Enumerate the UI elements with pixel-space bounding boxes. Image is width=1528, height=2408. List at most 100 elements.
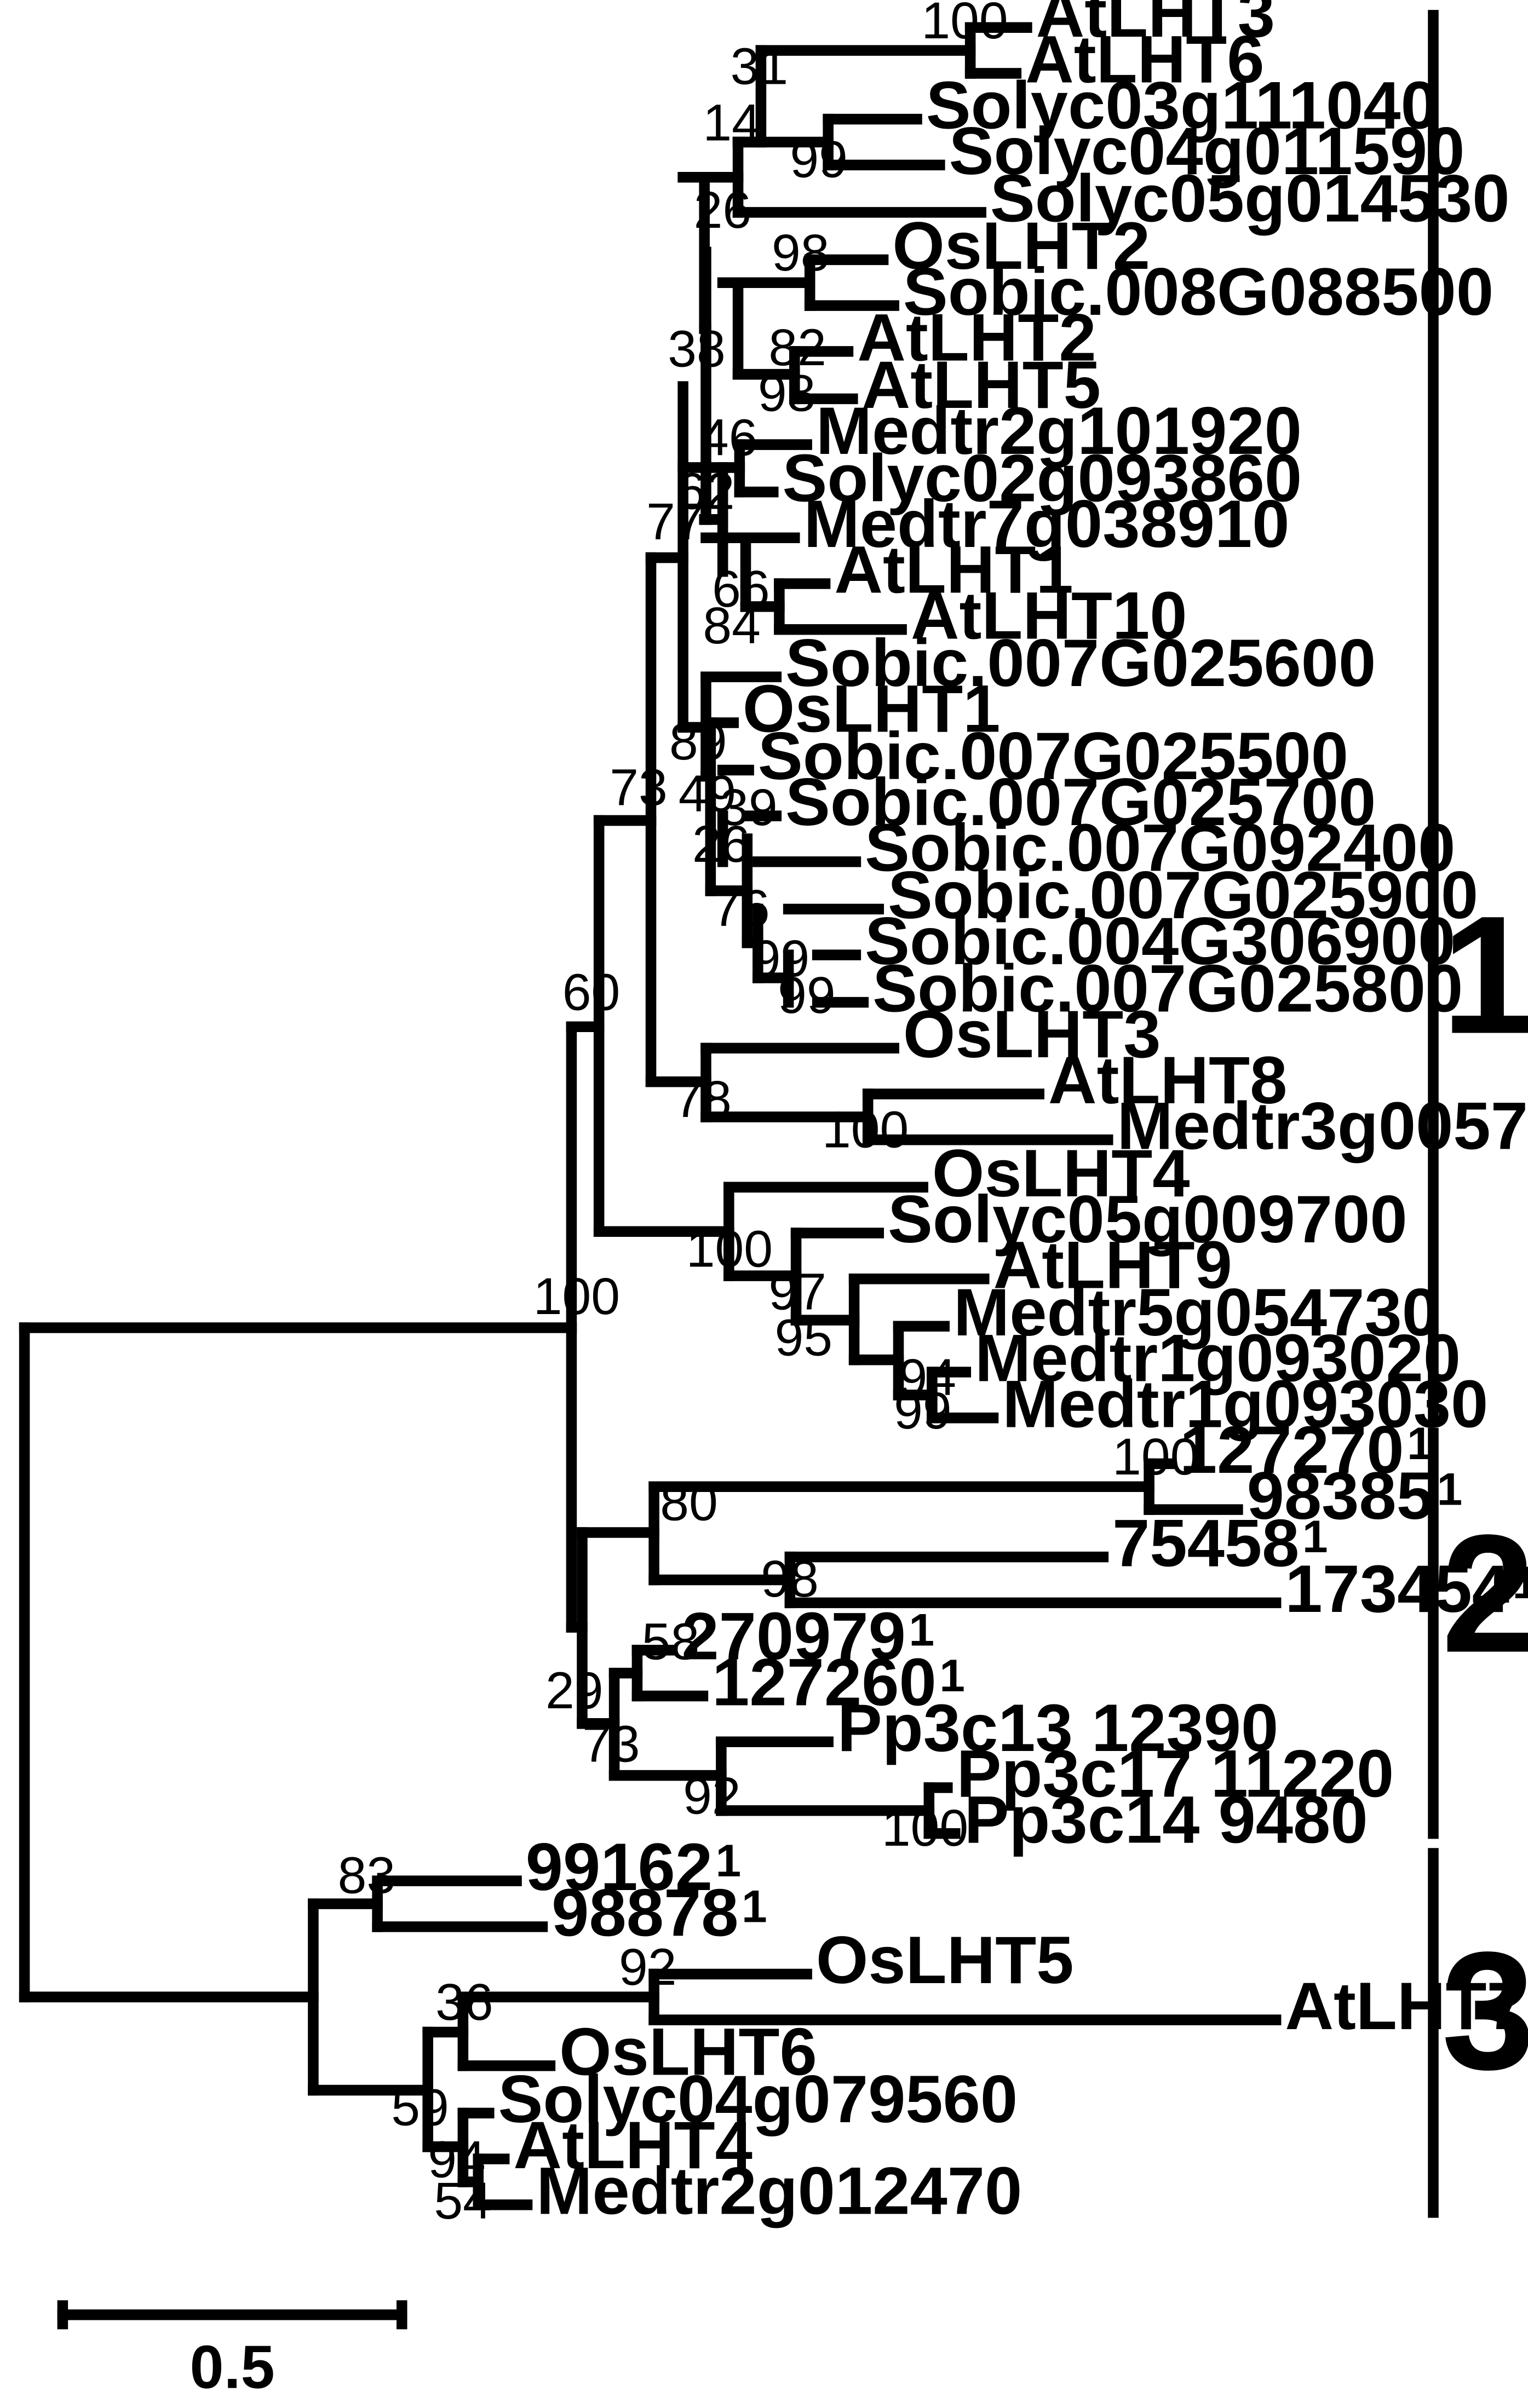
taxon-label: AtLHT1 [834,533,1073,608]
taxon-superscript: 1 [1437,1464,1463,1515]
clade-label: 3 [1441,1917,1528,2105]
taxon-label: AtLHT9 [993,1228,1232,1303]
bootstrap-value: 76 [712,879,770,937]
taxon-label: OsLHT2 [892,209,1150,284]
taxon-label: 127260 1 [712,1645,965,1720]
bootstrap-value: 59 [391,2079,449,2137]
taxon-label: OsLHT1 [743,672,1001,747]
taxon-label: OsLHT3 [903,997,1161,1072]
bootstrap-value: 29 [545,1662,604,1720]
bootstrap-value: 94 [428,2131,486,2189]
bootstrap-value: 97 [768,1263,826,1321]
taxon-label: Solyc04g011590 [949,114,1465,189]
bootstrap-value: 26 [692,815,750,873]
bootstrap-value: 99 [894,1382,952,1440]
tree-branches [19,22,1282,2210]
taxon-label: 99162 1 [526,1830,741,1905]
taxon-label: Medtr7g038910 [804,487,1290,562]
bootstrap-value: 60 [562,964,621,1022]
taxon-label: 75458 1 [1112,1506,1328,1581]
bootstrap-value: 92 [683,1767,741,1825]
taxon-label: OsLHT5 [816,1923,1074,1998]
taxon-labels: AtLHT3AtLHT6Solyc03g111040Solyc04g011590… [498,0,1528,2229]
taxon-label: Sobic.004G306900 [865,904,1455,979]
bootstrap-value: 100 [822,1101,909,1159]
clade-label: 2 [1441,1500,1528,1688]
bootstrap-value: 62 [677,462,735,520]
taxon-label: Medtr1g093020 [975,1321,1461,1396]
bootstrap-value: 82 [768,319,826,377]
taxon-label: Pp3c14 9480 [964,1782,1368,1857]
taxon-label: AtLHT3 [1036,0,1275,51]
taxon-superscript: 1 [1513,1557,1528,1608]
bootstrap-value: 100 [1112,1428,1199,1486]
bootstrap-value: 36 [435,1973,493,2031]
taxon-label: AtLHT8 [1048,1043,1287,1118]
taxon-label: 98878 1 [552,1876,767,1951]
taxon-label: Sobic.007G025900 [888,858,1478,933]
bootstrap-value: 14 [703,94,761,152]
bootstrap-value: 100 [533,1268,620,1326]
clade-label: 1 [1441,881,1528,1069]
bootstrap-value: 94 [899,1349,957,1407]
bootstrap-value: 46 [700,409,758,467]
taxon-label: 1734541 [1285,1552,1528,1627]
bootstrap-value: 99 [778,966,836,1024]
bootstrap-value: 98 [772,224,830,282]
bootstrap-value: 66 [712,560,770,618]
taxon-label: 98385 1 [1247,1459,1462,1534]
bootstrap-value: 80 [660,1474,718,1532]
taxon-superscript: 1 [716,1835,742,1886]
bootstrap-values: 1003114992698829838466277668489493926769… [338,0,1199,2230]
taxon-label: Sobic.008G088500 [903,255,1493,330]
taxon-label: AtLHT6 [1025,22,1264,97]
bootstrap-value: 73 [582,1715,640,1773]
bootstrap-value: 58 [642,1613,700,1671]
taxon-label: Pp3c17 11220 [957,1737,1394,1812]
bootstrap-value: 95 [775,1309,833,1367]
bootstrap-value: 83 [338,1847,396,1905]
taxon-label: Sobic.007G025700 [785,765,1376,840]
taxon-label: OsLHT4 [932,1136,1190,1211]
taxon-superscript: 1 [909,1604,935,1655]
taxon-superscript: 1 [939,1650,965,1701]
bootstrap-value: 73 [610,759,668,817]
bootstrap-value: 99 [752,930,810,988]
taxon-label: 270979 1 [681,1599,934,1674]
bootstrap-value: 39 [720,779,778,837]
bootstrap-value: 26 [694,181,752,239]
taxon-label: OsLHT6 [559,2015,817,2090]
taxon-label: Medtr3g005740 [1117,1089,1528,1164]
taxon-label: Medtr5g054730 [953,1275,1439,1350]
taxon-label: AtLHT7 [1285,1969,1524,2044]
taxon-superscript: 1 [1302,1511,1328,1562]
bootstrap-value: 99 [790,131,848,189]
taxon-label: AtLHT2 [857,301,1096,376]
bootstrap-value: 98 [761,1550,819,1608]
bootstrap-value: 38 [668,320,726,378]
bootstrap-value: 100 [921,0,1008,50]
taxon-label: Sobic.007G025600 [785,626,1376,701]
bootstrap-value: 84 [703,597,761,655]
scale-bar: 0.5 [57,2300,407,2401]
bootstrap-value: 31 [731,37,789,95]
taxon-label: Medtr2g101920 [816,394,1302,469]
taxon-label: AtLHT5 [862,348,1101,423]
taxon-label: Solyc02g093860 [782,441,1302,516]
taxon-label: Solyc04g079560 [498,2062,1018,2137]
taxon-label: Solyc03g111040 [926,68,1438,143]
taxon-label: Sobic.007G025500 [758,719,1348,794]
taxon-label: Medtr2g012470 [536,2154,1022,2229]
bootstrap-value: 98 [758,365,816,423]
taxon-label: Pp3c13 12390 [837,1691,1278,1766]
taxon-label: Medtr1g093030 [1002,1367,1488,1442]
bootstrap-value: 49 [679,765,737,823]
taxon-label: AtLHT4 [513,2108,752,2183]
bootstrap-value: 92 [619,1938,677,1996]
taxon-label: AtLHT10 [911,578,1187,653]
bootstrap-value: 100 [686,1220,773,1278]
scale-label: 0.5 [190,2333,275,2401]
bootstrap-value: 100 [882,1799,968,1857]
bootstrap-value: 78 [674,1070,732,1128]
